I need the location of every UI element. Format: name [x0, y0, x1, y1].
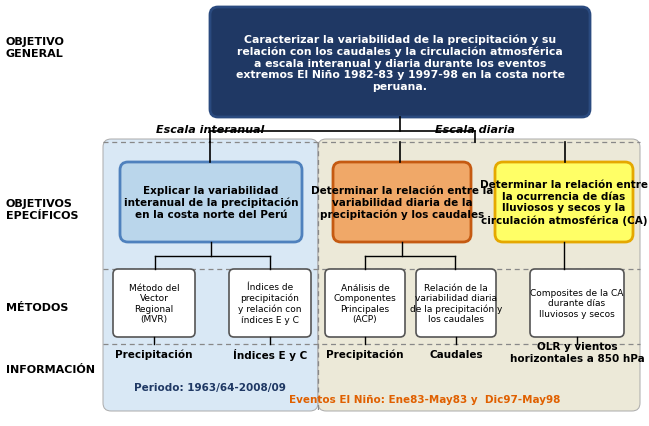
Text: Índices de
precipitación
y relación con
índices E y C: Índices de precipitación y relación con … — [238, 282, 302, 324]
Text: Periodo: 1963/64-2008/09: Periodo: 1963/64-2008/09 — [134, 382, 286, 392]
FancyBboxPatch shape — [210, 8, 590, 118]
Text: Determinar la relación entre la
variabilidad diaria de la
precipitación y los ca: Determinar la relación entre la variabil… — [311, 186, 493, 219]
FancyBboxPatch shape — [495, 163, 633, 242]
Text: Análisis de
Componentes
Principales
(ACP): Análisis de Componentes Principales (ACP… — [334, 283, 397, 323]
FancyBboxPatch shape — [416, 269, 496, 337]
FancyBboxPatch shape — [333, 163, 471, 242]
Text: Escala diaria: Escala diaria — [435, 125, 515, 135]
Text: Precipitación: Precipitación — [116, 349, 193, 360]
Text: OBJETIVO
GENERAL: OBJETIVO GENERAL — [6, 37, 65, 59]
FancyBboxPatch shape — [120, 163, 302, 242]
Text: MÉTODOS: MÉTODOS — [6, 302, 68, 312]
Text: Composites de la CA
durante días
lluviosos y secos: Composites de la CA durante días lluvios… — [530, 288, 624, 318]
Text: OLR y vientos
horizontales a 850 hPa: OLR y vientos horizontales a 850 hPa — [509, 341, 644, 363]
Text: Método del
Vector
Regional
(MVR): Método del Vector Regional (MVR) — [129, 283, 179, 323]
Text: Caudales: Caudales — [429, 349, 483, 359]
FancyBboxPatch shape — [530, 269, 624, 337]
Text: Índices E y C: Índices E y C — [233, 348, 307, 360]
FancyBboxPatch shape — [318, 140, 640, 411]
Text: INFORMACIÓN: INFORMACIÓN — [6, 364, 95, 374]
FancyBboxPatch shape — [229, 269, 311, 337]
Text: Caracterizar la variabilidad de la precipitación y su
relación con los caudales : Caracterizar la variabilidad de la preci… — [236, 34, 565, 92]
Text: Eventos El Niño: Ene83-May83 y  Dic97-May98: Eventos El Niño: Ene83-May83 y Dic97-May… — [289, 394, 561, 404]
FancyBboxPatch shape — [113, 269, 195, 337]
Text: Explicar la variabilidad
interanual de la precipitación
en la costa norte del Pe: Explicar la variabilidad interanual de l… — [124, 186, 299, 219]
FancyBboxPatch shape — [103, 140, 318, 411]
Text: Relación de la
variabilidad diaria
de la precipitación y
los caudales: Relación de la variabilidad diaria de la… — [410, 283, 502, 324]
FancyBboxPatch shape — [325, 269, 405, 337]
Text: OBJETIVOS
EPECÍFICOS: OBJETIVOS EPECÍFICOS — [6, 199, 79, 220]
Text: Escala interanual: Escala interanual — [156, 125, 264, 135]
Text: Determinar la relación entre
la ocurrencia de días
lluviosos y secos y la
circul: Determinar la relación entre la ocurrenc… — [480, 180, 648, 225]
Text: Precipitación: Precipitación — [326, 349, 404, 360]
